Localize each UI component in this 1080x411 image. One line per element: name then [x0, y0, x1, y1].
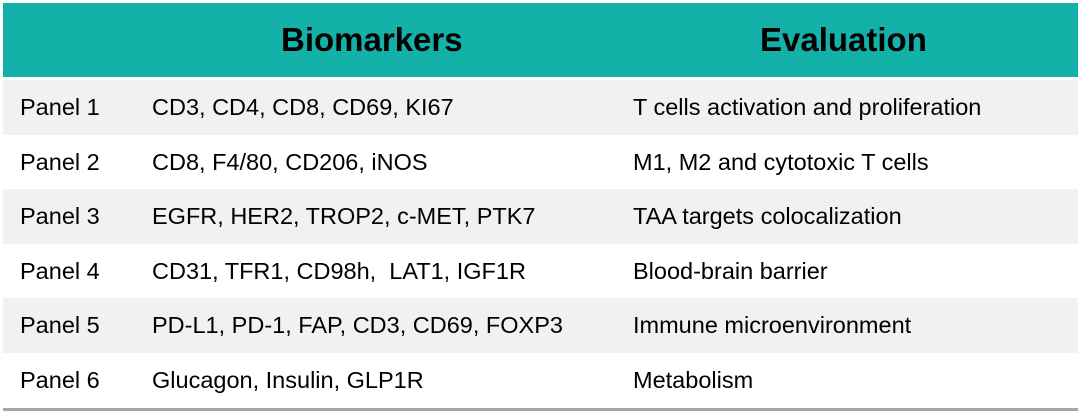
panel-cell: Panel 5 [20, 312, 100, 339]
table-body: Panel 1 CD3, CD4, CD8, CD69, KI67 T cell… [3, 80, 1078, 408]
biomarkers-cell: CD8, F4/80, CD206, iNOS [152, 148, 428, 175]
biomarkers-cell: PD-L1, PD-1, FAP, CD3, CD69, FOXP3 [152, 312, 563, 339]
evaluation-cell: Immune microenvironment [633, 312, 912, 339]
evaluation-cell: M1, M2 and cytotoxic T cells [633, 148, 929, 175]
panel-cell: Panel 3 [20, 203, 100, 230]
biomarkers-cell: EGFR, HER2, TROP2, c-MET, PTK7 [152, 203, 536, 230]
panel-cell: Panel 1 [20, 94, 100, 120]
biomarkers-cell: Glucagon, Insulin, GLP1R [152, 366, 424, 393]
panel-cell: Panel 6 [20, 366, 100, 393]
panel-cell: Panel 2 [20, 148, 100, 175]
evaluation-cell: TAA targets colocalization [633, 203, 902, 230]
table-row: Panel 2 CD8, F4/80, CD206, iNOS M1, M2 a… [3, 134, 1078, 190]
biomarker-panel-table: Biomarkers Evaluation Panel 1 CD3, CD4, … [3, 3, 1078, 411]
evaluation-cell: T cells activation and proliferation [633, 94, 982, 120]
column-header-evaluation: Evaluation [760, 21, 927, 58]
table-row: Panel 5 PD-L1, PD-1, FAP, CD3, CD69, FOX… [3, 298, 1078, 353]
evaluation-cell: Metabolism [633, 366, 754, 393]
panel-cell: Panel 4 [20, 257, 100, 284]
column-header-biomarkers: Biomarkers [281, 21, 463, 58]
table-header: Biomarkers Evaluation [3, 3, 1078, 80]
biomarkers-cell: CD31, TFR1, CD98h, LAT1, IGF1R [152, 257, 526, 284]
table-row: Panel 1 CD3, CD4, CD8, CD69, KI67 T cell… [3, 80, 1078, 135]
table-row: Panel 6 Glucagon, Insulin, GLP1R Metabol… [3, 352, 1078, 408]
biomarkers-cell: CD3, CD4, CD8, CD69, KI67 [152, 94, 454, 120]
table-row: Panel 4 CD31, TFR1, CD98h, LAT1, IGF1R B… [3, 243, 1078, 299]
table-row: Panel 3 EGFR, HER2, TROP2, c-MET, PTK7 T… [3, 189, 1078, 244]
evaluation-cell: Blood-brain barrier [633, 257, 828, 284]
